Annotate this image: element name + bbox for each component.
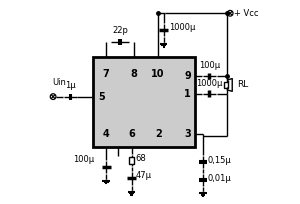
Text: 1μ: 1μ	[65, 81, 76, 91]
Text: 1000μ: 1000μ	[196, 79, 223, 88]
Text: 6: 6	[128, 129, 135, 139]
Bar	[224, 82, 227, 88]
Text: 1000μ: 1000μ	[169, 23, 195, 32]
Text: 5: 5	[98, 92, 105, 102]
Text: 10: 10	[152, 69, 165, 79]
Text: 8: 8	[130, 69, 137, 79]
Text: 9: 9	[184, 71, 191, 81]
Text: Uin: Uin	[52, 78, 66, 88]
Text: 100μ: 100μ	[73, 155, 94, 164]
Text: 4: 4	[103, 129, 110, 139]
Bar	[93, 57, 195, 147]
Text: 7: 7	[103, 69, 110, 79]
Text: 22p: 22p	[112, 26, 128, 35]
Text: 0,01μ: 0,01μ	[207, 174, 231, 183]
Text: 100μ: 100μ	[199, 61, 220, 70]
Text: + Vcc: + Vcc	[234, 9, 259, 18]
Text: RL: RL	[237, 80, 249, 89]
Text: 3: 3	[184, 129, 191, 139]
Text: 1: 1	[184, 89, 191, 99]
Text: 68: 68	[135, 154, 146, 163]
Text: 47μ: 47μ	[135, 171, 151, 180]
Bar	[129, 157, 134, 164]
Text: 2: 2	[155, 129, 161, 139]
Text: 0,15μ: 0,15μ	[207, 156, 231, 165]
